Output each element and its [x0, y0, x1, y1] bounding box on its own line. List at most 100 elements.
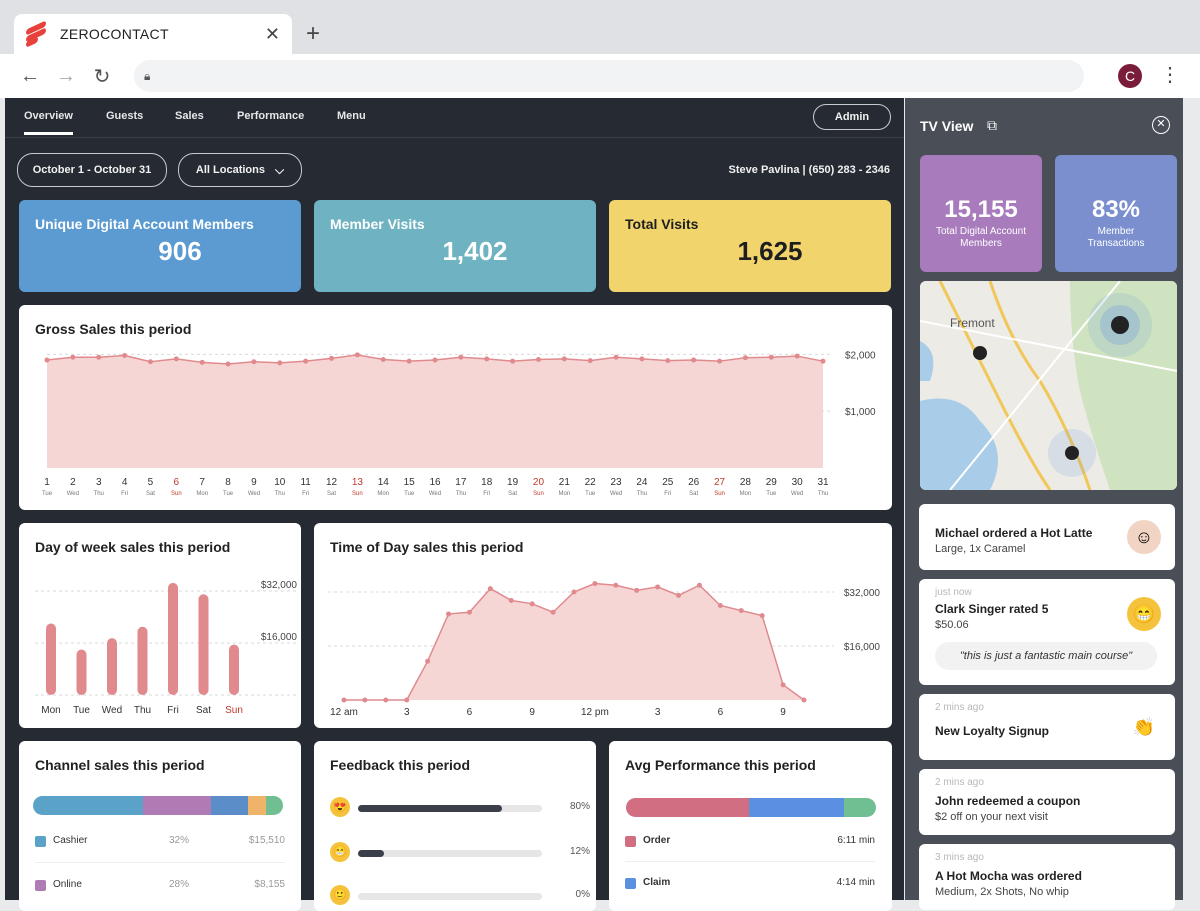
- time-of-day-point: [634, 587, 640, 593]
- channel-amount: $8,155: [254, 879, 285, 890]
- clap-icon: 👏: [1132, 716, 1156, 737]
- gross-sales-point: [742, 355, 748, 361]
- channel-name: Online: [53, 879, 82, 890]
- channel-sales-title: Channel sales this period: [35, 757, 205, 773]
- y-tick-label: $16,000: [844, 642, 881, 653]
- channel-sales-card: Channel sales this period Cashier 32% $1…: [19, 741, 301, 911]
- tv-stat-value: 15,155: [944, 196, 1018, 223]
- menu-kebab-icon[interactable]: ⋮: [1160, 64, 1180, 86]
- browser-tab[interactable]: ZEROCONTACT ✕: [14, 14, 292, 54]
- contact-info: Steve Pavlina | (650) 283 - 2346: [728, 164, 890, 176]
- gross-sales-card: Gross Sales this period $2,000 $1,000 1 Tue…: [19, 305, 892, 510]
- x-tick-label: 7: [199, 477, 205, 488]
- time-of-day-point: [780, 682, 786, 688]
- stat-total-visits: Total Visits 1,625: [609, 200, 891, 292]
- x-tick-label: 9: [251, 477, 257, 488]
- close-icon[interactable]: ✕: [1152, 116, 1170, 134]
- time-of-day-point: [466, 609, 472, 615]
- time-of-day-area: [344, 583, 804, 700]
- gross-sales-title: Gross Sales this period: [35, 321, 192, 337]
- gross-sales-point: [820, 358, 826, 364]
- date-range-button[interactable]: October 1 - October 31: [17, 153, 167, 187]
- tab-guests[interactable]: Guests: [106, 110, 144, 122]
- y-tick-label: $32,000: [261, 580, 298, 591]
- legend-swatch: [35, 880, 46, 891]
- feed-quote: "this is just a fantastic main course": [935, 642, 1157, 670]
- gross-sales-point: [691, 357, 697, 363]
- gross-sales-point: [535, 356, 541, 362]
- location-map[interactable]: Fremont: [920, 281, 1177, 490]
- gross-sales-point: [484, 356, 490, 362]
- back-arrow-icon[interactable]: ←: [20, 64, 40, 87]
- stat-label: Unique Digital Account Members: [35, 216, 254, 232]
- x-tick-label: 2: [70, 477, 76, 488]
- tv-stat-label: Member Transactions: [1087, 226, 1145, 249]
- performance-row: Claim 4:14 min: [625, 875, 875, 895]
- locations-dropdown[interactable]: All Locations ⌵: [178, 153, 302, 187]
- time-of-day-point: [341, 697, 347, 703]
- x-tick-label: 3: [655, 707, 661, 718]
- day-of-week-title: Day of week sales this period: [35, 539, 231, 555]
- weekday-label: Sat: [327, 491, 336, 497]
- gross-sales-point: [613, 354, 619, 360]
- new-tab-icon[interactable]: +: [306, 20, 321, 47]
- weekday-label: Wed: [610, 491, 622, 497]
- time-of-day-point: [801, 697, 807, 703]
- smile-emoji-icon: 🙂: [330, 885, 350, 905]
- feed-head: Clark Singer rated 5: [935, 602, 1049, 616]
- external-link-icon[interactable]: ⧉: [987, 117, 997, 133]
- gross-sales-point: [70, 354, 76, 360]
- channel-legend-row: Online 28% $8,155: [35, 877, 285, 897]
- admin-button[interactable]: Admin: [813, 104, 891, 130]
- map-pin-icon[interactable]: [1111, 316, 1129, 334]
- feed-head: John redeemed a coupon: [935, 794, 1081, 808]
- feedback-pct: 80%: [569, 801, 590, 812]
- gross-sales-point: [225, 361, 231, 367]
- feedback-title: Feedback this period: [330, 757, 471, 773]
- x-tick-label: 30: [792, 477, 804, 488]
- x-tick-label: 24: [636, 477, 648, 488]
- stat-unique-members: Unique Digital Account Members 906: [19, 200, 301, 292]
- feedback-track: [358, 893, 542, 900]
- tab-performance[interactable]: Performance: [237, 110, 305, 122]
- x-tick-label: Sat: [196, 705, 211, 716]
- tab-menu[interactable]: Menu: [337, 110, 366, 122]
- reload-icon[interactable]: ↻: [93, 65, 111, 88]
- y-tick-label: $32,000: [844, 588, 881, 599]
- tab-close-icon[interactable]: ✕: [264, 23, 280, 44]
- chevron-down-icon: ⌵: [274, 162, 285, 177]
- browser-chrome: ZEROCONTACT ✕ + ← → ↻ 🔒︎ C ⋮: [0, 0, 1200, 98]
- gross-sales-point: [96, 354, 102, 360]
- day-bar: [198, 594, 209, 695]
- gross-sales-point: [122, 353, 128, 358]
- gross-sales-point: [639, 356, 645, 362]
- time-of-day-point: [550, 609, 556, 615]
- gross-sales-point: [251, 359, 257, 365]
- time-of-day-point: [383, 697, 389, 703]
- x-tick-label: 6: [467, 707, 473, 718]
- day-bar: [107, 638, 117, 695]
- tab-overview[interactable]: Overview: [24, 110, 73, 135]
- profile-avatar[interactable]: C: [1118, 64, 1142, 88]
- tab-sales[interactable]: Sales: [175, 110, 204, 122]
- x-tick-label: 9: [780, 707, 786, 718]
- time-of-day-point: [717, 603, 723, 608]
- x-tick-label: 16: [429, 477, 441, 488]
- time-of-day-point: [508, 597, 514, 603]
- tv-stat-total-members: 15,155 Total Digital Account Members: [920, 155, 1042, 272]
- feedback-pct: 12%: [569, 846, 590, 857]
- x-tick-label: 22: [585, 477, 597, 488]
- weekday-label: Mon: [558, 491, 570, 497]
- performance-value: 4:14 min: [836, 877, 875, 888]
- x-tick-label: 19: [507, 477, 519, 488]
- tv-view-title: TV View: [920, 118, 974, 134]
- top-nav: Overview Guests Sales Performance Menu A…: [5, 98, 904, 138]
- time-of-day-point: [425, 658, 431, 664]
- time-of-day-point: [571, 589, 577, 595]
- map-pin-icon[interactable]: [1065, 446, 1079, 460]
- gross-sales-point: [510, 358, 516, 364]
- forward-arrow-icon[interactable]: →: [56, 64, 76, 87]
- address-bar[interactable]: 🔒︎: [134, 60, 1084, 92]
- weekday-label: Tue: [223, 491, 234, 497]
- map-pin-icon[interactable]: [973, 346, 987, 360]
